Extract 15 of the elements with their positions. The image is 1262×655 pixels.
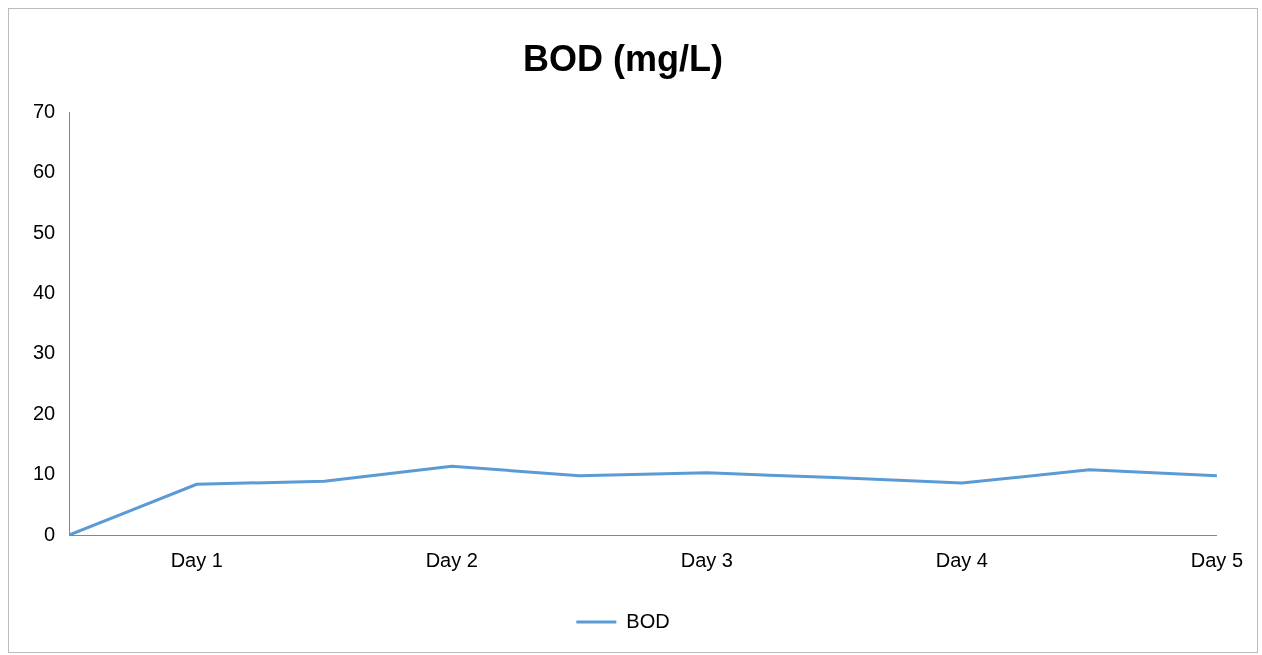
x-tick-label: Day 4 xyxy=(935,548,988,571)
x-tick-label: Day 1 xyxy=(170,548,223,571)
chart-title: BOD (mg/L) xyxy=(523,37,723,79)
y-tick-label: 30 xyxy=(33,341,56,364)
x-tick-label: Day 2 xyxy=(425,548,478,571)
legend-label: BOD xyxy=(626,609,670,632)
x-tick-label: Day 3 xyxy=(680,548,733,571)
y-tick-label: 20 xyxy=(33,401,56,424)
y-tick-label: 70 xyxy=(33,99,56,122)
y-tick-label: 10 xyxy=(33,462,56,485)
y-tick-label: 60 xyxy=(33,160,56,183)
y-tick-label: 50 xyxy=(33,220,56,243)
y-tick-label: 0 xyxy=(44,522,56,545)
y-tick-label: 40 xyxy=(33,280,56,303)
x-tick-label: Day 5 xyxy=(1190,548,1243,571)
